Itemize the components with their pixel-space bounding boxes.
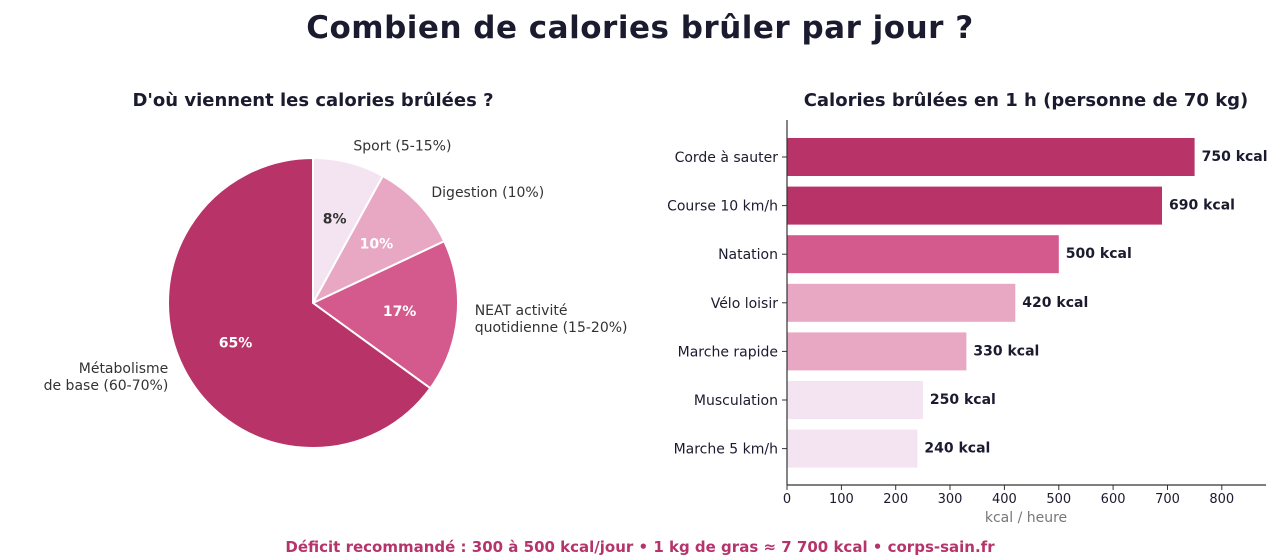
bar-marche-rapide — [787, 332, 967, 371]
x-tick-label: 200 — [883, 492, 908, 507]
bar-chart: Corde à sauter 750 kcal Course 10 km/h 690 … — [667, 120, 1268, 507]
bar-natation — [787, 235, 1059, 274]
bar-marche-5-km-h — [787, 429, 918, 468]
pie-slice-label: NEAT activité quotidienne (15-20%) — [475, 303, 628, 336]
pie-chart: 8% Sport (5-15%) 10% Digestion (10%) 17% NEAT… — [44, 139, 628, 449]
x-tick-label: 600 — [1101, 492, 1126, 507]
page-title: Combien de calories brûler par jour ? — [306, 10, 974, 46]
x-tick-label: 700 — [1155, 492, 1180, 507]
bar-x-axis-label: kcal / heure — [985, 510, 1067, 526]
pie-slice-metabolisme-de-base-60-70 — [167, 156, 432, 449]
bar-musculation — [787, 381, 923, 419]
pie-pct-label: 8% — [323, 212, 347, 228]
pie-slice-label: Sport (5-15%) — [353, 139, 451, 155]
x-tick-label: 300 — [938, 492, 963, 507]
bar-category-label: Course 10 km/h — [667, 199, 778, 215]
bar-category-label: Corde à sauter — [675, 150, 779, 166]
footer-note: Déficit recommandé : 300 à 500 kcal/jour… — [285, 538, 995, 556]
pie-pct-label: 65% — [219, 336, 253, 352]
pie-slice-label: Digestion (10%) — [431, 185, 544, 201]
x-tick-label: 0 — [783, 492, 791, 507]
bar-corde-a-sauter — [787, 138, 1195, 176]
bar-chart-title: Calories brûlées en 1 h (personne de 70 … — [804, 90, 1249, 111]
bar-course-10-km-h — [787, 186, 1162, 225]
pie-slice-digestion-10 — [310, 174, 446, 306]
bar-category-label: Natation — [718, 247, 778, 263]
bar-value-label: 750 kcal — [1202, 149, 1268, 165]
bar-category-label: Musculation — [694, 393, 778, 409]
x-tick-label: 400 — [992, 492, 1017, 507]
bar-value-label: 250 kcal — [930, 392, 996, 408]
bar-category-label: Vélo loisir — [711, 296, 779, 312]
bar-category-label: Marche rapide — [678, 344, 778, 360]
pie-pct-label: 17% — [383, 304, 417, 320]
bar-value-label: 500 kcal — [1066, 246, 1132, 262]
pie-slice-label: Métabolisme de base (60-70%) — [44, 361, 169, 394]
bar-value-label: 420 kcal — [1022, 295, 1088, 311]
bar-category-label: Marche 5 km/h — [674, 442, 778, 458]
bar-value-label: 690 kcal — [1169, 198, 1235, 214]
x-tick-label: 800 — [1209, 492, 1234, 507]
x-tick-label: 100 — [829, 492, 854, 507]
bar-velo-loisir — [787, 283, 1016, 322]
x-tick-label: 500 — [1046, 492, 1071, 507]
pie-pct-label: 10% — [360, 236, 394, 252]
pie-slice-neat-activite-quotidienne-15-20 — [311, 239, 459, 390]
bar-value-label: 240 kcal — [924, 441, 990, 457]
bar-value-label: 330 kcal — [973, 343, 1039, 359]
pie-chart-title: D'où viennent les calories brûlées ? — [132, 90, 493, 111]
